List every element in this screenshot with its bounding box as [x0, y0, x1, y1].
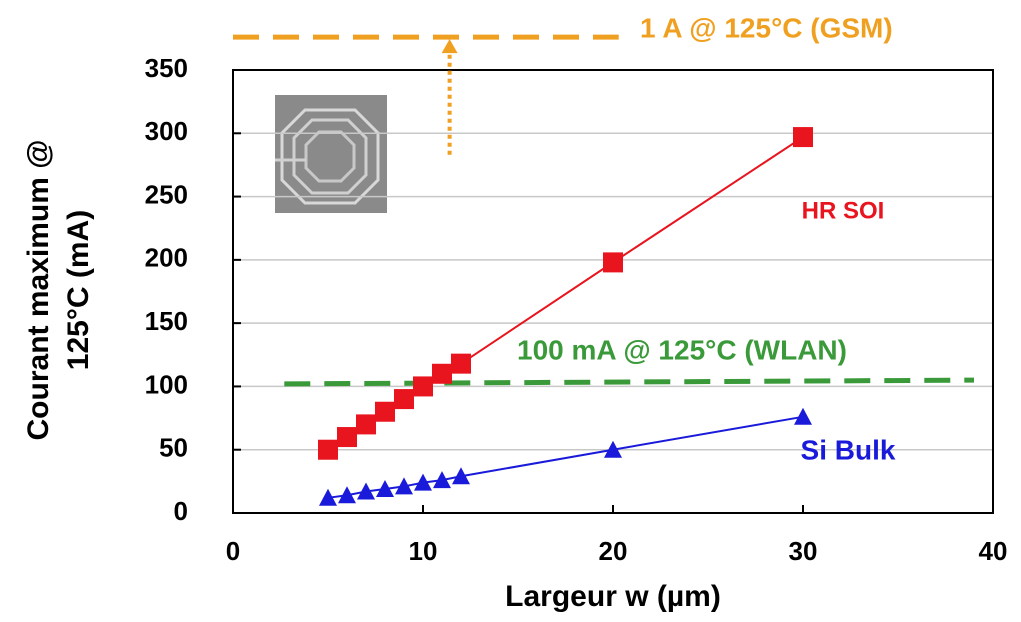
x-tick-label: 20: [599, 536, 628, 566]
marker: [337, 427, 357, 448]
marker: [376, 479, 394, 497]
y-tick-label: 0: [174, 496, 188, 526]
marker: [451, 353, 471, 374]
x-axis-label: Largeur w (µm): [505, 580, 721, 613]
inset-photo: [275, 95, 387, 213]
marker: [356, 414, 376, 435]
arrow-head: [441, 39, 458, 54]
marker: [433, 471, 451, 489]
marker: [603, 252, 623, 273]
y-tick-label: 150: [145, 306, 188, 336]
x-tick-label: 40: [979, 536, 1008, 566]
annotation: 100 mA @ 125°C (WLAN): [517, 334, 847, 365]
series-label: Si Bulk: [801, 434, 896, 465]
y-tick-label: 200: [145, 243, 188, 273]
marker: [604, 440, 622, 458]
y-axis-label: Courant maximum @: [22, 140, 55, 441]
marker: [318, 439, 338, 460]
y-tick-label: 50: [159, 433, 188, 463]
marker: [452, 467, 470, 485]
plot-frame: [232, 69, 994, 514]
marker: [432, 363, 452, 384]
marker: [793, 127, 813, 148]
x-tick-label: 30: [789, 536, 818, 566]
marker: [394, 389, 414, 410]
y-tick-label: 350: [145, 53, 188, 83]
marker: [375, 401, 395, 422]
y-tick-label: 100: [145, 369, 188, 399]
x-tick-label: 0: [226, 536, 240, 566]
marker: [794, 407, 812, 425]
marker: [414, 473, 432, 491]
marker: [319, 488, 337, 506]
y-tick-label: 250: [145, 179, 188, 209]
series-label: HR SOI: [802, 197, 885, 224]
marker: [338, 486, 356, 504]
annotation: 1 A @ 125°C (GSM): [640, 12, 893, 43]
reference-line: [284, 377, 975, 387]
series-line: [327, 415, 804, 499]
y-tick-label: 300: [145, 116, 188, 146]
marker: [395, 477, 413, 495]
marker: [357, 482, 375, 500]
x-tick-label: 10: [409, 536, 438, 566]
marker: [413, 376, 433, 397]
y-axis-label: 125°C (mA): [62, 210, 95, 370]
